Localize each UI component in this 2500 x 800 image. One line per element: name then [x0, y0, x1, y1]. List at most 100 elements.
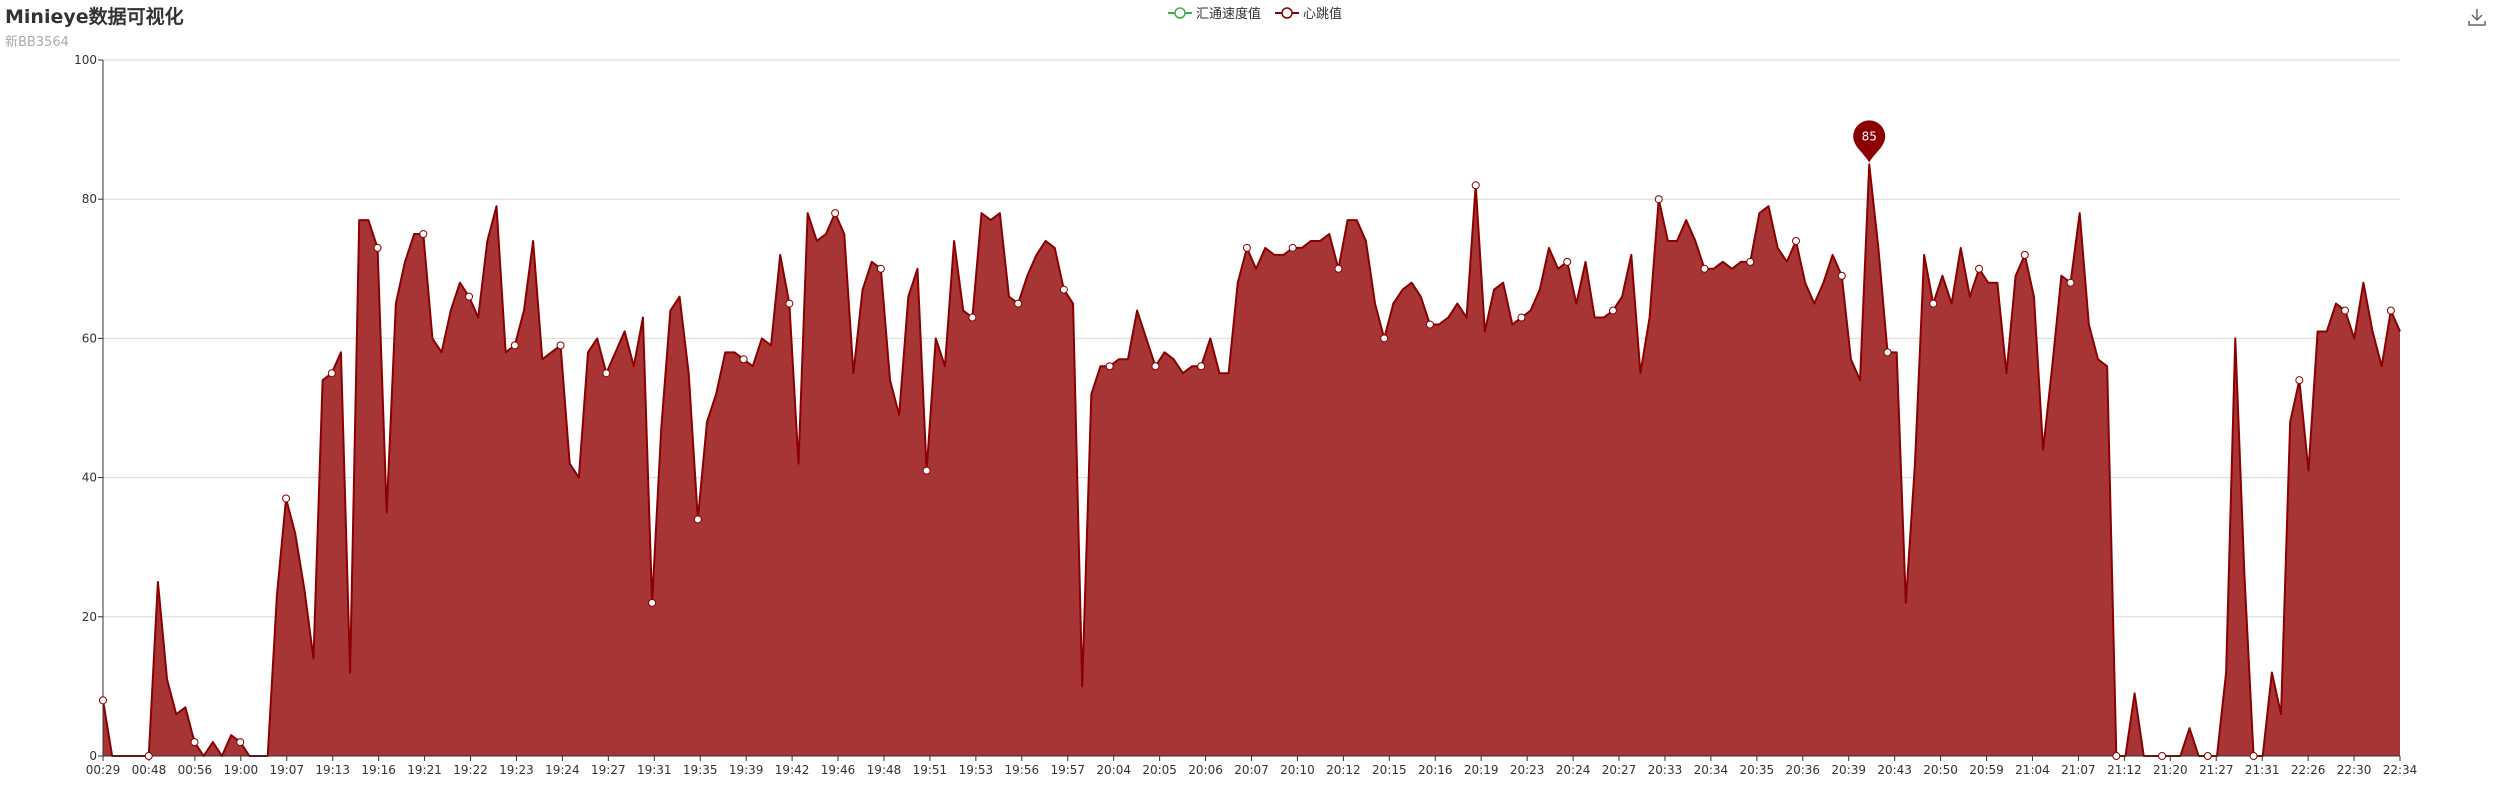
data-point: [1059, 285, 1068, 294]
x-tick-label: 21:27: [2199, 763, 2234, 777]
x-tick-label: 20:19: [1464, 763, 1499, 777]
data-point: [1471, 181, 1480, 190]
data-point: [1792, 236, 1801, 245]
x-tick-label: 22:34: [2383, 763, 2418, 777]
data-point: [2066, 278, 2075, 287]
data-point: [1105, 362, 1114, 371]
data-point: [510, 341, 519, 350]
legend-item-heartbeat[interactable]: 心跳值: [1275, 3, 1342, 22]
y-tick-label: 60: [82, 331, 97, 345]
x-tick-label: 19:48: [867, 763, 902, 777]
y-tick-label: 20: [82, 610, 97, 624]
x-tick-label: 00:56: [178, 763, 213, 777]
data-points: [99, 181, 2395, 760]
data-point: [1425, 320, 1434, 329]
data-point: [1563, 257, 1572, 266]
x-tick-label: 00:29: [86, 763, 121, 777]
x-tick-label: 20:39: [1831, 763, 1866, 777]
x-tick-label: 20:05: [1142, 763, 1177, 777]
legend-circle-line-icon: [1275, 6, 1300, 19]
x-tick-label: 19:27: [591, 763, 626, 777]
data-point: [1242, 243, 1251, 252]
download-icon[interactable]: [2466, 6, 2488, 28]
data-point: [556, 341, 565, 350]
data-point: [1334, 264, 1343, 273]
x-tick-label: 20:43: [1877, 763, 1912, 777]
data-point: [785, 299, 794, 308]
data-point: [373, 243, 382, 252]
data-point: [1608, 306, 1617, 315]
x-tick-label: 21:07: [2061, 763, 2096, 777]
max-pin-label: 85: [1862, 129, 1877, 143]
x-tick-label: 20:50: [1923, 763, 1958, 777]
x-tick-label: 20:35: [1740, 763, 1775, 777]
x-tick-label: 21:20: [2153, 763, 2188, 777]
data-point: [2386, 306, 2395, 315]
y-tick-label: 80: [82, 192, 97, 206]
legend-label-speed: 汇通速度值: [1196, 7, 1262, 22]
x-tick-label: 19:23: [499, 763, 534, 777]
x-tick-label: 19:35: [683, 763, 718, 777]
x-tick-label: 19:57: [1050, 763, 1085, 777]
data-point: [831, 209, 840, 218]
x-tick-label: 19:56: [1005, 763, 1040, 777]
data-point: [922, 466, 931, 475]
data-point: [693, 515, 702, 524]
area-layer: [102, 163, 2401, 757]
x-tick-label: 19:31: [637, 763, 672, 777]
x-tick-label: 19:13: [315, 763, 350, 777]
legend: 汇通速度值 心跳值: [1168, 3, 1342, 22]
x-tick-label: 20:24: [1556, 763, 1591, 777]
data-point: [1700, 264, 1709, 273]
axes: 0 20 40 60 80 100 00:29 00:48 00:56 19:00 19:07 19:…: [74, 53, 2417, 777]
chart-subtitle: 新BB3564: [5, 35, 69, 50]
x-tick-label: 20:15: [1372, 763, 1407, 777]
x-tick-label: 21:31: [2245, 763, 2280, 777]
data-point: [282, 494, 291, 503]
x-tick-label: 20:06: [1188, 763, 1223, 777]
x-tick-label: 00:48: [132, 763, 167, 777]
x-tick-label: 20:33: [1648, 763, 1683, 777]
data-point: [648, 598, 657, 607]
data-point: [1975, 264, 1984, 273]
x-tick-label: 20:36: [1785, 763, 1820, 777]
x-tick-label: 22:26: [2291, 763, 2326, 777]
data-point: [1837, 271, 1846, 280]
max-pin-icon: [1853, 120, 1886, 163]
data-point: [1288, 243, 1297, 252]
x-tick-label: 19:07: [269, 763, 304, 777]
data-point: [2112, 752, 2121, 760]
y-tick-label: 40: [82, 471, 97, 485]
x-tick-label: 20:34: [1694, 763, 1729, 777]
data-point: [2158, 752, 2167, 760]
data-point: [144, 752, 153, 760]
data-point: [2249, 752, 2258, 760]
x-tick-label: 20:07: [1234, 763, 1269, 777]
x-tick-label: 20:12: [1326, 763, 1361, 777]
data-point: [99, 696, 107, 705]
data-point: [876, 264, 885, 273]
x-tick-label: 19:16: [361, 763, 396, 777]
x-tick-label: 19:51: [913, 763, 948, 777]
data-point: [1380, 334, 1389, 343]
data-point: [419, 230, 428, 238]
x-tick-label: 21:12: [2107, 763, 2142, 777]
data-point: [327, 369, 336, 378]
x-tick-label: 19:42: [775, 763, 810, 777]
max-marker: 85: [1853, 120, 1886, 163]
x-tick-label: 19:24: [545, 763, 580, 777]
series-area-heartbeat: [103, 164, 2400, 756]
x-tick-label: 20:23: [1510, 763, 1545, 777]
x-tick-label: 19:21: [407, 763, 442, 777]
x-tick-label: 20:59: [1969, 763, 2004, 777]
legend-item-speed[interactable]: 汇通速度值: [1168, 3, 1261, 22]
data-point: [1197, 362, 1206, 371]
x-tick-label: 19:22: [453, 763, 488, 777]
data-point: [2020, 250, 2029, 259]
series-line-heartbeat: [102, 163, 2401, 757]
data-point: [2295, 376, 2304, 385]
data-point: [739, 355, 748, 364]
data-point: [968, 313, 977, 322]
chart-title: Minieye数据可视化: [5, 6, 184, 28]
